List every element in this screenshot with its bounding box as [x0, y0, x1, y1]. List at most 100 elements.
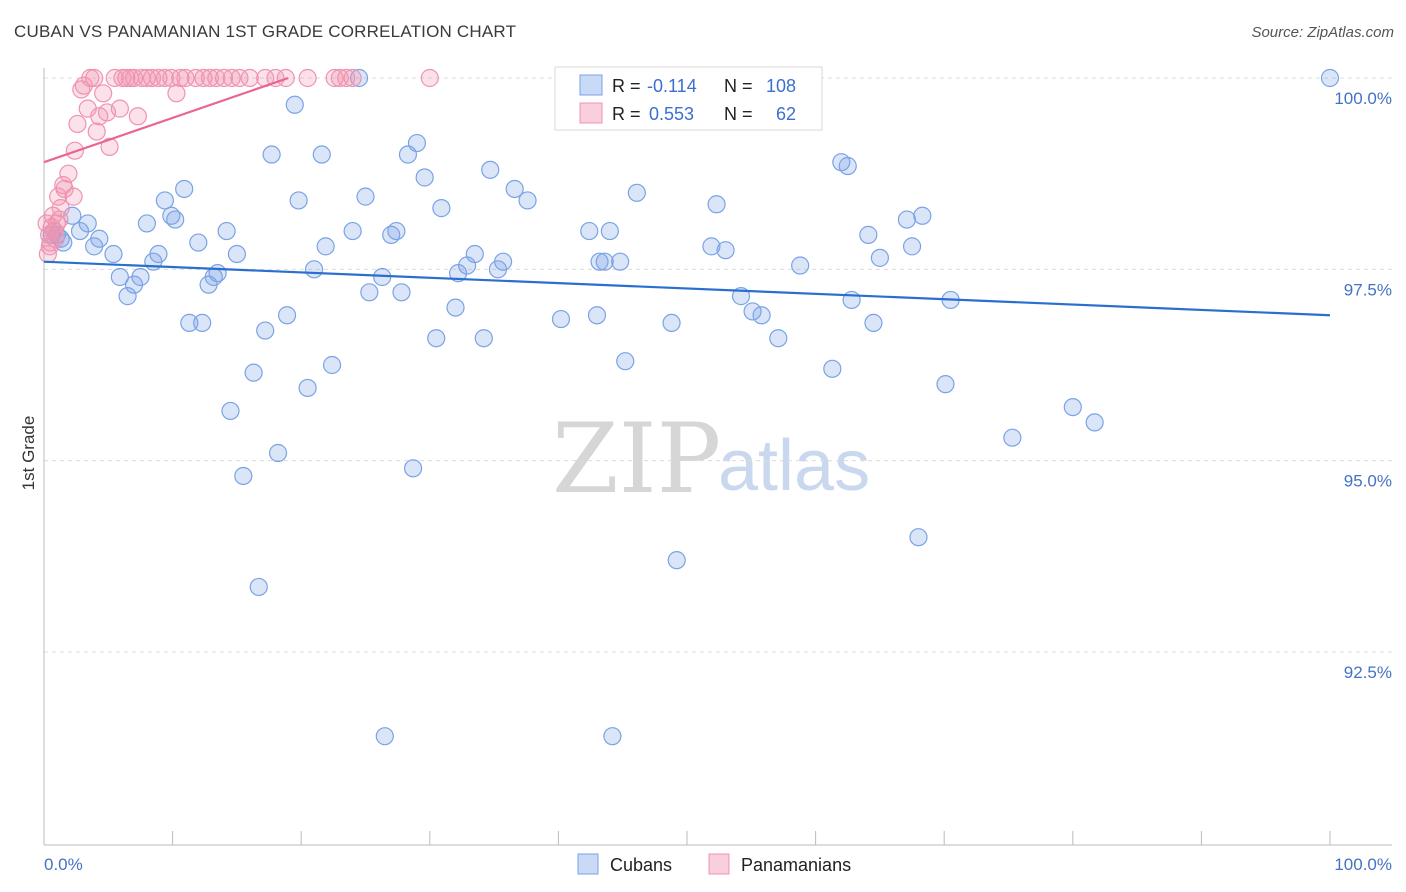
cubans-point	[90, 229, 109, 248]
cubans-point	[407, 133, 427, 153]
panamanians-point	[155, 68, 174, 88]
panamanians-point	[117, 68, 136, 88]
cubans-point	[110, 267, 129, 287]
cubans-point	[1063, 397, 1082, 417]
panamanians-point	[68, 114, 87, 134]
y-tick-label: 100.0%	[1334, 89, 1392, 108]
panamanians-point	[200, 68, 219, 88]
stats-swatch-panamanians	[579, 102, 603, 124]
cubans-point	[1003, 428, 1022, 447]
legend-label-cubans: Cubans	[610, 855, 672, 875]
trend-lines	[43, 76, 1331, 317]
panamanians-point	[87, 122, 106, 141]
cubans-point	[707, 195, 726, 214]
cubans-point	[446, 298, 465, 317]
panamanians-point	[171, 68, 190, 88]
cubans-point	[166, 210, 185, 229]
cubans-point	[415, 168, 434, 187]
panamanians-point	[176, 68, 195, 88]
cubans-point	[505, 179, 524, 199]
stats-n-label-panamanians: N =	[724, 104, 753, 124]
axes	[43, 68, 1392, 846]
panamanians-point	[240, 68, 259, 88]
stats-n-value-panamanians: 62	[776, 104, 796, 124]
series-panamanians-points	[37, 68, 439, 264]
cubans-point	[298, 378, 317, 398]
panamanians-point	[110, 99, 129, 118]
cubans-point	[791, 256, 810, 275]
cubans-point	[375, 727, 394, 746]
cubans-point	[616, 352, 635, 371]
panamanians-point	[50, 210, 69, 229]
panamanians-point	[266, 68, 285, 88]
cubans-point	[131, 267, 150, 287]
stats-box: R = -0.114 N = 108 R = 0.553 N = 62	[554, 66, 823, 131]
cubans-point	[249, 577, 268, 597]
cubans-point	[432, 199, 451, 218]
cubans-point	[189, 233, 208, 252]
cubans-point	[551, 309, 571, 329]
cubans-point	[667, 551, 686, 570]
legend-swatch-panamanians	[708, 853, 730, 875]
cubans-point	[902, 237, 922, 256]
stats-n-value-cubans: 108	[766, 76, 796, 96]
cubans-point	[518, 191, 537, 210]
cubans-point	[936, 375, 955, 394]
panamanians-trend-line	[43, 76, 289, 164]
panamanians-point	[337, 68, 356, 88]
stats-swatch-cubans	[579, 74, 603, 96]
x-tick-label-left: 0.0%	[44, 855, 83, 874]
cubans-point	[838, 156, 857, 176]
panamanians-point	[94, 84, 113, 103]
cubans-point	[70, 221, 90, 241]
panamanians-point	[81, 68, 100, 88]
cubans-point	[392, 283, 411, 302]
panamanians-point	[85, 68, 104, 88]
cubans-point	[137, 214, 156, 233]
panamanians-point	[207, 68, 226, 88]
legend-swatch-cubans	[577, 853, 599, 875]
panamanians-point	[149, 68, 168, 88]
panamanians-point	[230, 68, 249, 88]
y-tick-labels: 100.0% 97.5% 95.0% 92.5%	[1334, 89, 1392, 682]
panamanians-point	[64, 187, 83, 206]
cubans-point	[752, 306, 771, 325]
cubans-point	[587, 306, 607, 325]
stats-r-label-cubans: R =	[612, 76, 641, 96]
cubans-point	[78, 214, 97, 233]
stats-r-label-panamanians: R =	[612, 104, 641, 124]
cubans-point	[590, 252, 609, 271]
x-ticks	[43, 831, 1331, 845]
cubans-point	[743, 302, 762, 321]
cubans-point	[208, 264, 227, 283]
cubans-point	[913, 206, 932, 225]
cubans-point	[1085, 413, 1104, 432]
y-axis-title: 1st Grade	[19, 416, 38, 491]
cubans-point	[322, 355, 342, 375]
cubans-point	[897, 210, 917, 229]
cubans-point	[277, 306, 297, 325]
cubans-point	[304, 260, 324, 279]
cubans-point	[180, 313, 199, 333]
cubans-point	[244, 363, 263, 382]
cubans-point	[193, 313, 212, 333]
cubans-point	[316, 237, 335, 256]
cubans-point	[268, 443, 288, 463]
cubans-point	[343, 221, 362, 241]
cubans-point	[1320, 68, 1340, 88]
cubans-point	[474, 329, 493, 348]
cubans-trend-line	[43, 260, 1331, 317]
cubans-point	[427, 329, 446, 348]
x-tick-label-right: 100.0%	[1334, 855, 1392, 874]
panamanians-point	[167, 84, 186, 103]
cubans-point	[285, 95, 304, 114]
cubans-point	[611, 252, 630, 271]
cubans-point	[227, 244, 246, 264]
panamanians-point	[298, 68, 317, 88]
panamanians-point	[142, 68, 162, 88]
cubans-point	[494, 252, 513, 271]
stats-r-value-cubans: -0.114	[647, 76, 697, 96]
cubans-point	[289, 191, 308, 210]
cubans-point	[823, 359, 842, 378]
panamanians-point	[59, 164, 78, 183]
